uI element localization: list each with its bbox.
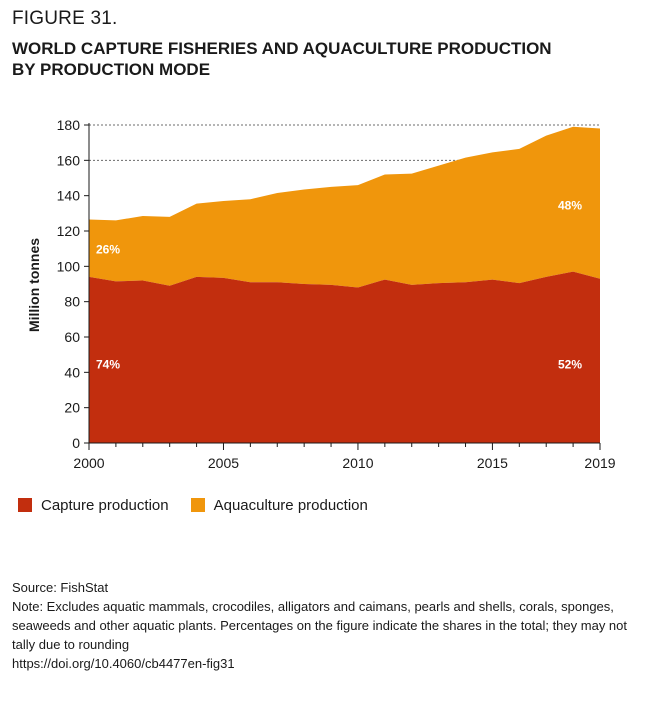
area-series xyxy=(89,126,600,443)
y-tick-label-120: 120 xyxy=(57,223,81,239)
y-axis-label: Million tonnes xyxy=(26,238,42,332)
figure-title: WORLD CAPTURE FISHERIES AND AQUACULTURE … xyxy=(12,38,612,80)
note-text: Note: Excludes aquatic mammals, crocodil… xyxy=(12,599,627,652)
figure-title-line-1: WORLD CAPTURE FISHERIES AND AQUACULTURE … xyxy=(12,39,552,58)
y-tick-label-40: 40 xyxy=(64,364,80,380)
axes: 0 20 40 60 80 100 120 140 160 180 2000 2005 2010 2015… xyxy=(57,117,616,471)
legend-item-aquaculture: Aquaculture production xyxy=(190,496,368,514)
annotations: 26% 74% 48% 52% xyxy=(96,199,582,372)
chart-legend: Capture production Aquaculture productio… xyxy=(18,494,390,516)
y-tick-label-0: 0 xyxy=(72,435,80,451)
legend-label-aquaculture: Aquaculture production xyxy=(213,496,368,514)
x-tick-label-2015: 2015 xyxy=(477,455,508,471)
figure-label: FIGURE 31. xyxy=(12,8,118,29)
legend-swatch-capture xyxy=(18,498,32,512)
y-tick-label-60: 60 xyxy=(64,329,80,345)
area-capture-production xyxy=(89,271,600,443)
figure-title-line-2: BY PRODUCTION MODE xyxy=(12,60,211,79)
y-tick-label-160: 160 xyxy=(57,152,81,168)
x-tick-label-2019: 2019 xyxy=(584,455,615,471)
legend-label-capture: Capture production xyxy=(41,496,169,514)
figure-notes: Source: FishStat Note: Excludes aquatic … xyxy=(12,578,637,673)
share-label-26pct: 26% xyxy=(96,243,120,257)
x-tick-label-2000: 2000 xyxy=(73,455,104,471)
source-text: Source: FishStat xyxy=(12,580,109,595)
x-tick-label-2005: 2005 xyxy=(208,455,239,471)
legend-swatch-aquaculture xyxy=(190,498,205,512)
y-tick-label-140: 140 xyxy=(57,188,81,204)
share-label-52pct: 52% xyxy=(558,358,582,372)
share-label-48pct: 48% xyxy=(558,199,582,213)
y-tick-label-80: 80 xyxy=(64,294,80,310)
stacked-area-chart: 0 20 40 60 80 100 120 140 160 180 2000 2005 2010 2015… xyxy=(26,117,616,471)
y-tick-label-20: 20 xyxy=(64,400,80,416)
y-tick-label-180: 180 xyxy=(57,117,81,133)
legend-item-capture: Capture production xyxy=(18,497,169,514)
share-label-74pct: 74% xyxy=(96,358,120,372)
area-aquaculture-production xyxy=(89,126,600,288)
y-tick-label-100: 100 xyxy=(57,258,81,274)
x-tick-label-2010: 2010 xyxy=(342,455,373,471)
doi-link[interactable]: https://doi.org/10.4060/cb4477en-fig31 xyxy=(12,656,235,671)
